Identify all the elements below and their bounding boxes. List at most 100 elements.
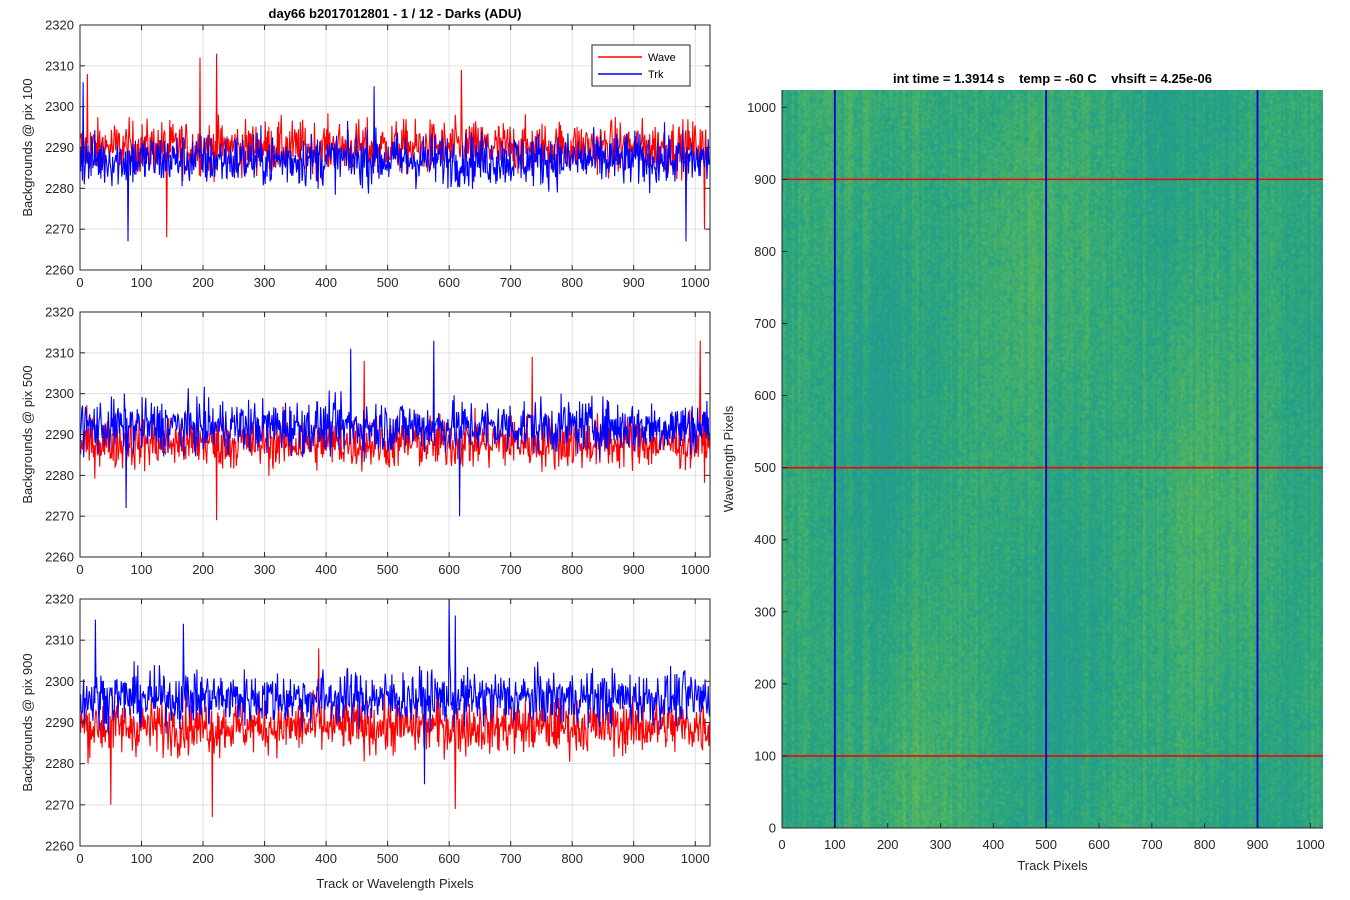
x-tick-label: 1000 bbox=[681, 275, 710, 290]
line-chart-1: 0 100 200 300 400 500 600 700 800 900 1000 2260 2270… bbox=[20, 6, 711, 290]
legend: Wave Trk bbox=[591, 44, 691, 87]
y-tick-label: 900 bbox=[754, 172, 776, 187]
y-tick-label: 2290 bbox=[45, 715, 74, 730]
x-tick-label: 600 bbox=[438, 851, 460, 866]
x-tick-label: 400 bbox=[315, 275, 337, 290]
y-tick-label: 1000 bbox=[747, 100, 776, 115]
y-tick-label: 2280 bbox=[45, 756, 74, 771]
x-tick-label: 400 bbox=[315, 562, 337, 577]
x-tick-label: 500 bbox=[1035, 837, 1057, 852]
y-tick-label: 700 bbox=[754, 316, 776, 331]
y-tick-label: 800 bbox=[754, 244, 776, 259]
y-tick-label: 2300 bbox=[45, 386, 74, 401]
x-tick-label: 500 bbox=[377, 275, 399, 290]
y-tick-label: 2260 bbox=[45, 263, 74, 278]
x-tick-label: 300 bbox=[254, 851, 276, 866]
y-axis-label: Backgrounds @ pix 500 bbox=[20, 365, 35, 503]
legend-box bbox=[591, 44, 691, 87]
x-tick-label: 0 bbox=[76, 851, 83, 866]
y-tick-label: 2310 bbox=[45, 58, 74, 73]
x-tick-label: 100 bbox=[824, 837, 846, 852]
y-tick-label: 2290 bbox=[45, 427, 74, 442]
y-tick-label: 2310 bbox=[45, 345, 74, 360]
x-tick-label: 900 bbox=[623, 562, 645, 577]
x-tick-label: 800 bbox=[561, 851, 583, 866]
x-tick-label: 1000 bbox=[1296, 837, 1325, 852]
y-tick-label: 2300 bbox=[45, 674, 74, 689]
x-tick-label: 600 bbox=[438, 562, 460, 577]
x-tick-label: 700 bbox=[1141, 837, 1163, 852]
series-line-wave bbox=[79, 340, 710, 521]
y-tick-label: 2300 bbox=[45, 99, 74, 114]
x-tick-label: 0 bbox=[76, 275, 83, 290]
y-tick-label: 2280 bbox=[45, 181, 74, 196]
x-tick-label: 800 bbox=[561, 275, 583, 290]
y-tick-label: 2320 bbox=[45, 305, 74, 320]
y-tick-label: 2280 bbox=[45, 468, 74, 483]
x-tick-label: 200 bbox=[192, 275, 214, 290]
y-tick-label: 300 bbox=[754, 604, 776, 619]
y-tick-label: 2320 bbox=[45, 18, 74, 33]
y-tick-label: 2260 bbox=[45, 839, 74, 854]
x-tick-label: 600 bbox=[438, 275, 460, 290]
line-chart-3: 0 100 200 300 400 500 600 700 800 900 1000 2260 2270… bbox=[20, 592, 711, 891]
y-axis-label: Wavelength Pixels bbox=[721, 405, 736, 512]
x-tick-label: 100 bbox=[131, 562, 153, 577]
series-line-trk bbox=[79, 82, 710, 242]
y-tick-label: 2290 bbox=[45, 140, 74, 155]
x-tick-label: 1000 bbox=[681, 562, 710, 577]
x-tick-label: 0 bbox=[778, 837, 785, 852]
x-tick-label: 500 bbox=[377, 562, 399, 577]
y-tick-label: 400 bbox=[754, 532, 776, 547]
x-tick-label: 1000 bbox=[681, 851, 710, 866]
x-tick-label: 700 bbox=[500, 851, 522, 866]
heatmap-chart: 0 100 200 300 400 500 600 700 800 900 1000 0 100 200 3… bbox=[721, 71, 1325, 873]
heatmap-image bbox=[782, 90, 1323, 828]
x-tick-label: 200 bbox=[192, 851, 214, 866]
y-tick-label: 2310 bbox=[45, 633, 74, 648]
y-tick-label: 200 bbox=[754, 676, 776, 691]
x-tick-label: 400 bbox=[982, 837, 1004, 852]
x-tick-label: 600 bbox=[1088, 837, 1110, 852]
x-tick-label: 900 bbox=[623, 275, 645, 290]
x-tick-label: 100 bbox=[131, 851, 153, 866]
x-tick-label: 900 bbox=[623, 851, 645, 866]
y-axis-label: Backgrounds @ pix 900 bbox=[20, 653, 35, 791]
y-tick-label: 2270 bbox=[45, 509, 74, 524]
series-line-wave bbox=[79, 53, 710, 238]
legend-label-wave: Wave bbox=[648, 52, 676, 64]
x-tick-label: 300 bbox=[254, 275, 276, 290]
x-tick-label: 100 bbox=[131, 275, 153, 290]
x-tick-label: 700 bbox=[500, 562, 522, 577]
x-axis-label: Track or Wavelength Pixels bbox=[316, 876, 474, 891]
legend-label-trk: Trk bbox=[648, 69, 664, 81]
y-axis-label: Backgrounds @ pix 100 bbox=[20, 78, 35, 216]
x-tick-label: 800 bbox=[561, 562, 583, 577]
series-line-trk bbox=[79, 598, 710, 785]
y-tick-label: 500 bbox=[754, 460, 776, 475]
series-line-wave bbox=[79, 648, 710, 818]
x-tick-label: 500 bbox=[377, 851, 399, 866]
x-tick-label: 700 bbox=[500, 275, 522, 290]
x-tick-label: 800 bbox=[1194, 837, 1216, 852]
chart-title: int time = 1.3914 s temp = -60 C vhsift … bbox=[893, 71, 1212, 86]
x-tick-label: 300 bbox=[254, 562, 276, 577]
y-tick-label: 600 bbox=[754, 388, 776, 403]
x-tick-label: 900 bbox=[1247, 837, 1269, 852]
x-tick-label: 0 bbox=[76, 562, 83, 577]
y-tick-label: 2270 bbox=[45, 222, 74, 237]
chart-title: day66 b2017012801 - 1 / 12 - Darks (ADU) bbox=[269, 6, 522, 21]
x-axis-label: Track Pixels bbox=[1017, 858, 1088, 873]
y-tick-label: 2270 bbox=[45, 797, 74, 812]
x-tick-label: 200 bbox=[877, 837, 899, 852]
x-tick-label: 200 bbox=[192, 562, 214, 577]
x-tick-label: 300 bbox=[930, 837, 952, 852]
y-tick-label: 2260 bbox=[45, 550, 74, 565]
series-line-trk bbox=[79, 340, 710, 517]
x-tick-label: 400 bbox=[315, 851, 337, 866]
y-tick-label: 2320 bbox=[45, 592, 74, 607]
y-tick-label: 100 bbox=[754, 748, 776, 763]
line-chart-2: 0 100 200 300 400 500 600 700 800 900 1000 2260 2270… bbox=[20, 305, 711, 577]
y-tick-label: 0 bbox=[769, 821, 776, 836]
